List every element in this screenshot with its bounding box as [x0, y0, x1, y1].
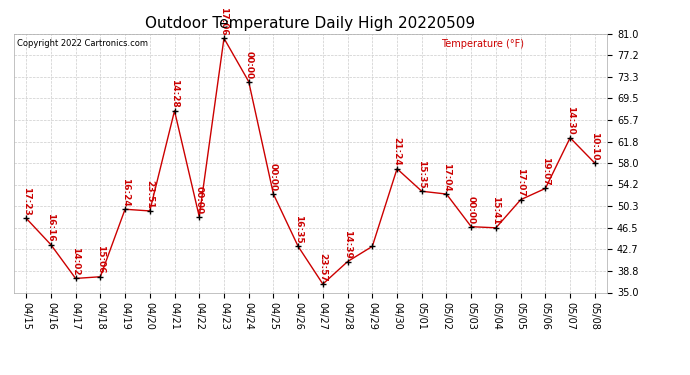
Text: 00:00: 00:00	[269, 163, 278, 191]
Text: 00:00: 00:00	[466, 196, 475, 224]
Text: 15:06: 15:06	[96, 246, 105, 274]
Text: 17:07: 17:07	[516, 168, 525, 197]
Text: 15:41: 15:41	[491, 196, 500, 225]
Text: 14:28: 14:28	[170, 79, 179, 108]
Text: 16:16: 16:16	[46, 213, 55, 242]
Text: 16:24: 16:24	[121, 178, 130, 207]
Text: 14:39: 14:39	[343, 230, 352, 259]
Text: 15:35: 15:35	[417, 160, 426, 189]
Text: 14:02: 14:02	[71, 247, 80, 276]
Text: 10:10: 10:10	[591, 132, 600, 160]
Text: 23:51: 23:51	[146, 180, 155, 208]
Text: 17:04: 17:04	[442, 162, 451, 191]
Text: 00:00: 00:00	[195, 186, 204, 214]
Text: 00:00: 00:00	[244, 51, 253, 79]
Text: 21:24: 21:24	[393, 137, 402, 166]
Text: 23:57: 23:57	[318, 252, 327, 281]
Text: 14:30: 14:30	[566, 106, 575, 135]
Text: Copyright 2022 Cartronics.com: Copyright 2022 Cartronics.com	[17, 39, 148, 48]
Text: 16:35: 16:35	[294, 215, 303, 244]
Text: 19:07: 19:07	[541, 157, 550, 186]
Text: 17:23: 17:23	[21, 187, 30, 216]
Title: Outdoor Temperature Daily High 20220509: Outdoor Temperature Daily High 20220509	[146, 16, 475, 31]
Text: 17:06: 17:06	[219, 7, 228, 36]
Text: Temperature (°F): Temperature (°F)	[441, 39, 524, 49]
